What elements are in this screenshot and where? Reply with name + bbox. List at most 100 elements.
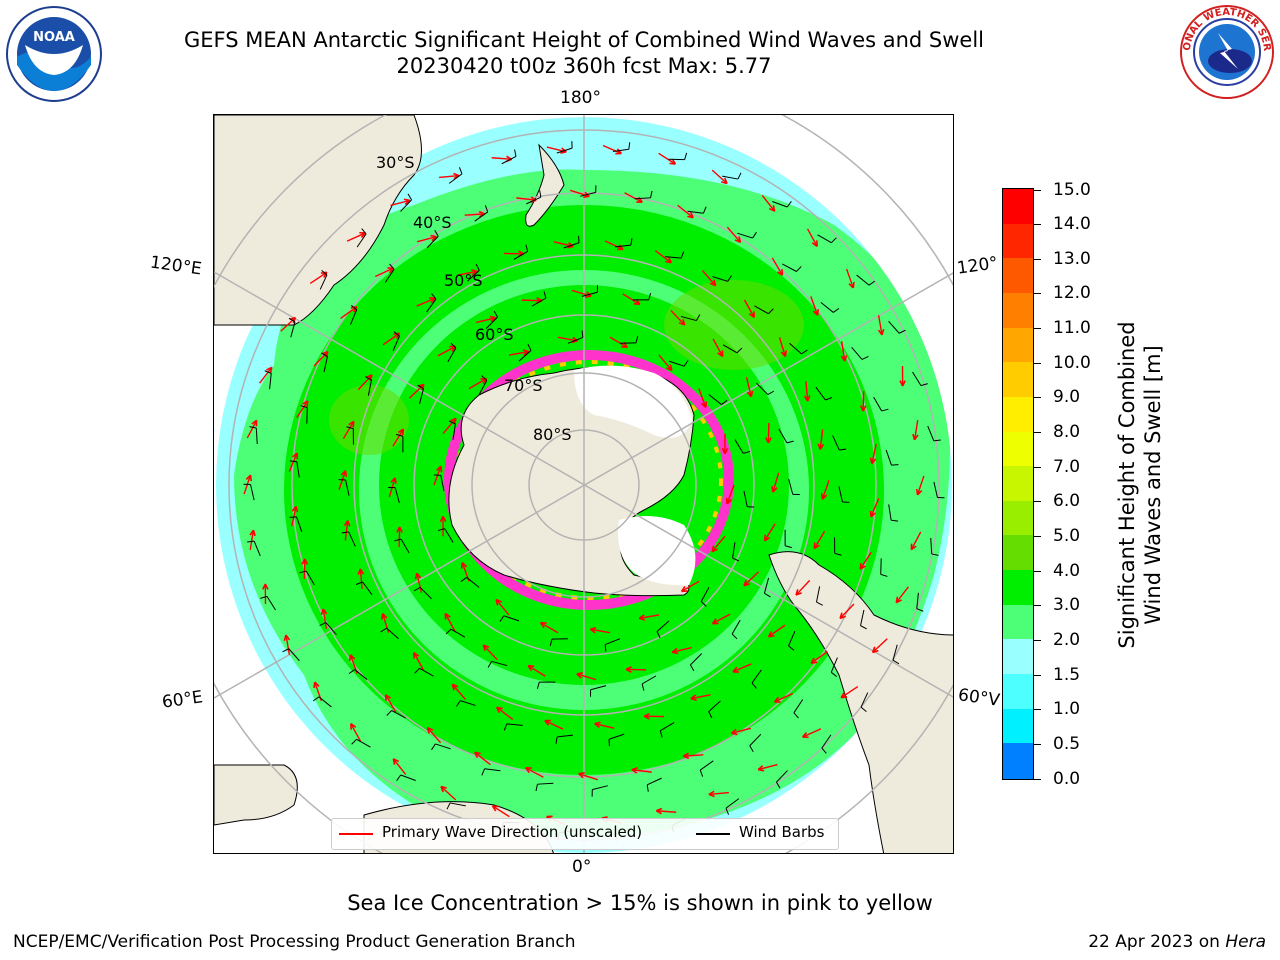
wind-barb (435, 743, 451, 750)
wind-barb-flag (289, 460, 297, 463)
wave-arrow (521, 299, 543, 302)
lon-label-60w: 60°V (956, 685, 1001, 711)
wave-arrow-head (665, 260, 672, 264)
wave-arrow (303, 558, 306, 579)
wind-barb-flag (431, 743, 436, 751)
wind-barb-flag (931, 553, 939, 556)
wave-arrow-head (811, 242, 818, 247)
wind-barb-flag (788, 645, 795, 651)
wind-barb (680, 315, 697, 322)
wave-arrow (491, 157, 512, 160)
wind-barb-flag (749, 745, 754, 753)
wave-arrow (346, 232, 366, 242)
wave-arrow-head (625, 666, 632, 671)
wind-barb-flag (282, 648, 290, 653)
wind-barb-flag (680, 251, 685, 259)
wind-barb (460, 700, 476, 706)
wave-arrow (690, 694, 711, 700)
wave-arrow-head (264, 583, 269, 590)
wind-barb (466, 577, 480, 588)
wave-arrow-head (687, 215, 694, 219)
wave-arrow-head (304, 558, 309, 565)
wave-arrow-head (877, 329, 883, 336)
wind-barb-flag (768, 308, 774, 315)
wind-barb (253, 540, 261, 557)
wave-arrow-head (416, 572, 422, 579)
wave-arrow-head (413, 651, 420, 657)
wind-barb (687, 210, 704, 214)
wave-arrow (433, 465, 442, 486)
wind-barb-flag (264, 370, 272, 374)
wave-arrow-head (725, 497, 728, 504)
wind-barb (426, 298, 437, 313)
wind-barb (290, 321, 296, 338)
wave-arrow-head (427, 726, 434, 731)
wind-barb-flag (861, 356, 869, 360)
wind-barb-flag (350, 304, 358, 311)
wind-barb (384, 268, 395, 283)
wind-barb-flag (527, 343, 532, 351)
wave-arrow-head (871, 646, 876, 653)
wind-barb (491, 660, 508, 667)
colorbar-segment (1003, 362, 1033, 398)
wind-barb (484, 768, 501, 772)
wave-arrow-head (700, 402, 707, 408)
colorbar-segment (1003, 570, 1033, 606)
wave-arrow (476, 317, 496, 324)
wave-arrow-head (444, 612, 451, 618)
wind-barb-flag (839, 448, 847, 451)
wave-arrow-head (732, 666, 738, 673)
wind-barb (503, 615, 520, 622)
wave-arrow-head (859, 563, 862, 570)
wind-barb (668, 360, 685, 367)
colorbar-tick-mark (1034, 639, 1041, 641)
wave-arrow-head (776, 271, 783, 276)
wave-arrow-head (492, 805, 499, 808)
wind-barb-flag (752, 231, 757, 239)
colorbar-tick-label: 12.0 (1053, 283, 1091, 304)
wind-barb (592, 785, 608, 791)
colorbar-tick-mark (1034, 778, 1041, 780)
wave-arrow-head (452, 683, 459, 688)
wind-barb (892, 644, 898, 661)
wave-arrow-head (483, 644, 490, 648)
wind-barb-flag (796, 266, 802, 272)
wind-barb (563, 242, 580, 249)
wave-arrow (384, 694, 397, 713)
wind-barb-flag (860, 706, 867, 713)
wind-barb-flag (721, 400, 728, 405)
wind-barb (319, 274, 328, 290)
wave-arrow-head (771, 486, 774, 493)
wave-arrow (439, 174, 460, 179)
colorbar-tick-mark (1034, 501, 1041, 503)
lon-label-180: 180° (560, 88, 601, 108)
wind-barb (832, 435, 840, 451)
wave-arrow (726, 226, 742, 243)
wind-barb (734, 439, 744, 454)
wind-barb-flag (635, 335, 639, 343)
wave-arrow (819, 429, 824, 450)
wave-arrow-head (359, 568, 365, 575)
wind-barb-flag (648, 293, 652, 301)
wave-arrow (771, 257, 784, 276)
wave-arrow (525, 767, 544, 778)
wave-arrow (872, 638, 888, 653)
wind-barb-flag (786, 440, 794, 444)
wind-barb-flag (830, 671, 838, 678)
colorbar-tick-label: 5.0 (1053, 525, 1081, 546)
wind-barb (712, 276, 728, 282)
wind-barb (356, 233, 367, 248)
wave-arrow (249, 530, 255, 551)
wind-barb (722, 175, 739, 180)
wave-arrow (654, 250, 672, 264)
wind-barb-flag (407, 193, 413, 201)
wave-arrow-head (895, 596, 899, 603)
wind-barb-flag (475, 263, 480, 271)
wind-barb (567, 336, 584, 344)
wind-barb (612, 148, 629, 153)
wave-arrow-head (349, 654, 356, 660)
colorbar-tick-mark (1034, 189, 1041, 191)
wave-arrow (810, 296, 819, 316)
footer-host: Hera (1225, 932, 1266, 952)
wave-arrow (778, 337, 786, 357)
